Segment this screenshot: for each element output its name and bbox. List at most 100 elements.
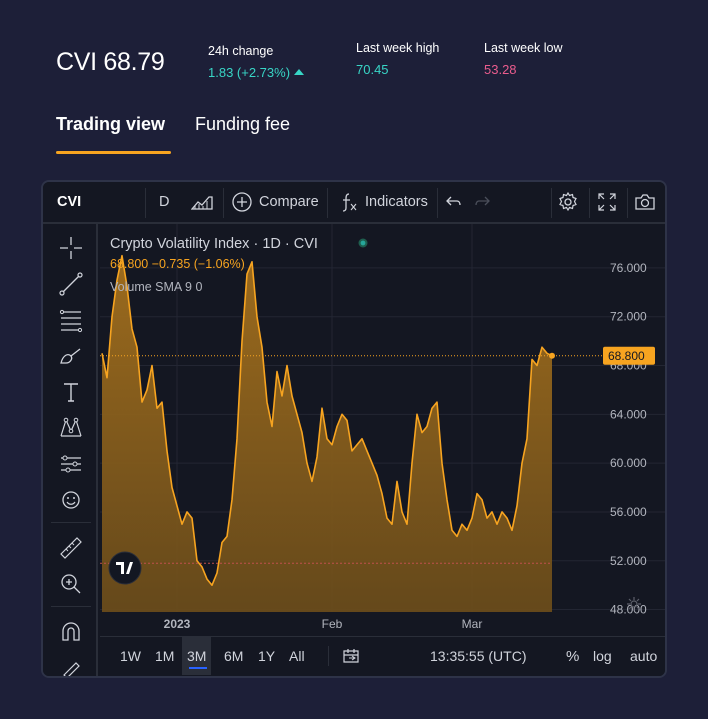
redo-icon (475, 196, 490, 206)
y-tick-label: 76.000 (610, 261, 647, 275)
range-6m-button[interactable]: 6M (224, 648, 244, 664)
date-range-button[interactable] (328, 637, 361, 675)
screenshot-button[interactable] (634, 182, 656, 222)
redo-button[interactable] (473, 182, 491, 222)
ticker-price: CVI 68.79 (56, 48, 165, 76)
stat-week-high: Last week high 70.45 (356, 41, 439, 77)
measure-tool[interactable] (57, 534, 85, 562)
function-icon (342, 193, 357, 212)
change-value: 1.83 (+2.73%) (208, 65, 291, 80)
toolbar-divider (551, 188, 552, 218)
zoom-in-icon (61, 574, 81, 594)
range-1w-button[interactable]: 1W (120, 648, 141, 664)
x-tick-label: Mar (462, 617, 483, 631)
toolbar-divider (437, 188, 438, 218)
bar-style-icon (191, 196, 213, 210)
toolbar-divider (627, 188, 628, 218)
fullscreen-button[interactable] (597, 182, 617, 222)
stat-week-low: Last week low 53.28 (484, 41, 563, 77)
range-1y-button[interactable]: 1Y (258, 648, 276, 664)
lock-icon (63, 662, 80, 676)
price-area-fill (102, 255, 552, 612)
legend-title: Crypto Volatility Index · 1D · CVI (110, 236, 318, 252)
range-all-button[interactable]: All (289, 648, 305, 664)
pattern-tool[interactable] (57, 414, 85, 442)
y-tick-label: 64.000 (610, 407, 647, 421)
clock-display[interactable]: 13:35:55 (UTC) (430, 648, 527, 664)
tab-trading-view[interactable]: Trading view (56, 114, 166, 134)
legend-values: 68.800 −0.735 (−1.06%) (110, 257, 245, 271)
compare-plus-icon (232, 192, 252, 212)
stat-label: Last week high (356, 41, 440, 55)
toolbar-divider (223, 188, 224, 218)
emoji-icon (62, 491, 80, 509)
stat-24h-change: 24h change 1.83 (+2.73%) (208, 44, 305, 80)
indicators-label: Indicators (365, 194, 428, 210)
chart-bottom-bar: 1W 1M 3M 6M 1Y All 13:35:55 (UTC) % log … (100, 636, 665, 676)
price-axis-label-bg (603, 346, 655, 365)
stat-label: Last week low (484, 41, 563, 55)
symbol-search-button[interactable]: CVI (57, 194, 82, 210)
undo-icon (446, 196, 461, 206)
tradingview-logo-icon[interactable] (108, 551, 142, 585)
price-chart[interactable]: 48.000 52.000 56.000 60.000 64.000 68.000 72.0… (100, 224, 665, 636)
fib-icon (59, 309, 83, 333)
tab-funding-fee[interactable]: Funding fee (195, 114, 291, 134)
tools-divider (51, 522, 91, 523)
axis-settings-icon[interactable] (627, 597, 641, 611)
y-tick-label: 48.000 (610, 603, 647, 617)
pattern-icon (60, 417, 82, 437)
range-3m-label: 3M (187, 648, 207, 664)
active-range-underline (189, 667, 207, 669)
brush-icon (60, 348, 81, 364)
compare-button[interactable]: Compare (231, 182, 319, 222)
x-tick-label: Feb (322, 617, 343, 631)
stat-value: 70.45 (356, 62, 389, 77)
active-tab-indicator (56, 151, 171, 154)
crosshair-tool[interactable] (57, 234, 85, 262)
range-3m-button[interactable]: 3M (182, 637, 212, 675)
y-tick-label: 72.000 (610, 310, 647, 324)
arrow-up-icon (294, 69, 305, 75)
emoji-tool[interactable] (57, 486, 85, 514)
lock-tool[interactable] (57, 654, 85, 676)
date-range-icon (343, 649, 359, 663)
fib-tool[interactable] (57, 306, 85, 334)
log-scale-toggle[interactable]: log (593, 648, 612, 664)
price-axis-label: 68.800 (608, 349, 645, 363)
auto-scale-toggle[interactable]: auto (630, 648, 658, 664)
trendline-icon (59, 272, 83, 296)
magnet-icon (62, 622, 80, 641)
last-price-dot (549, 352, 555, 359)
text-tool[interactable] (57, 378, 85, 406)
interval-button[interactable]: D (159, 194, 170, 210)
y-tick-label: 60.000 (610, 456, 647, 470)
x-tick-label: 2023 (164, 617, 191, 631)
settings-button[interactable] (557, 182, 579, 222)
tools-divider (51, 606, 91, 607)
prediction-tool[interactable] (57, 450, 85, 478)
undo-button[interactable] (445, 182, 463, 222)
market-header: CVI 68.79 24h change 1.83 (+2.73%) Last … (0, 0, 708, 100)
prediction-icon (61, 455, 81, 473)
magnet-tool[interactable] (57, 618, 85, 646)
compare-label: Compare (259, 194, 319, 210)
toolbar-divider (589, 188, 590, 218)
range-1m-button[interactable]: 1M (155, 648, 175, 664)
chart-canvas[interactable]: 48.00052.00056.00060.00064.00068.00072.0… (100, 224, 665, 636)
brush-tool[interactable] (57, 342, 85, 370)
text-icon (64, 383, 78, 402)
percent-scale-toggle[interactable]: % (566, 647, 580, 665)
stat-value: 1.83 (+2.73%) (208, 65, 305, 80)
fullscreen-icon (598, 193, 616, 211)
ruler-icon (60, 537, 82, 559)
chart-style-button[interactable] (191, 182, 213, 222)
toolbar-divider (145, 188, 146, 218)
indicators-button[interactable]: Indicators (339, 182, 428, 222)
tradingview-widget: CVI D Compare Indicators (41, 180, 667, 678)
stat-value: 53.28 (484, 62, 517, 77)
price-line (101, 254, 553, 586)
zoom-in-tool[interactable] (57, 570, 85, 598)
trendline-tool[interactable] (57, 270, 85, 298)
chart-toolbar: CVI D Compare Indicators (43, 182, 665, 224)
